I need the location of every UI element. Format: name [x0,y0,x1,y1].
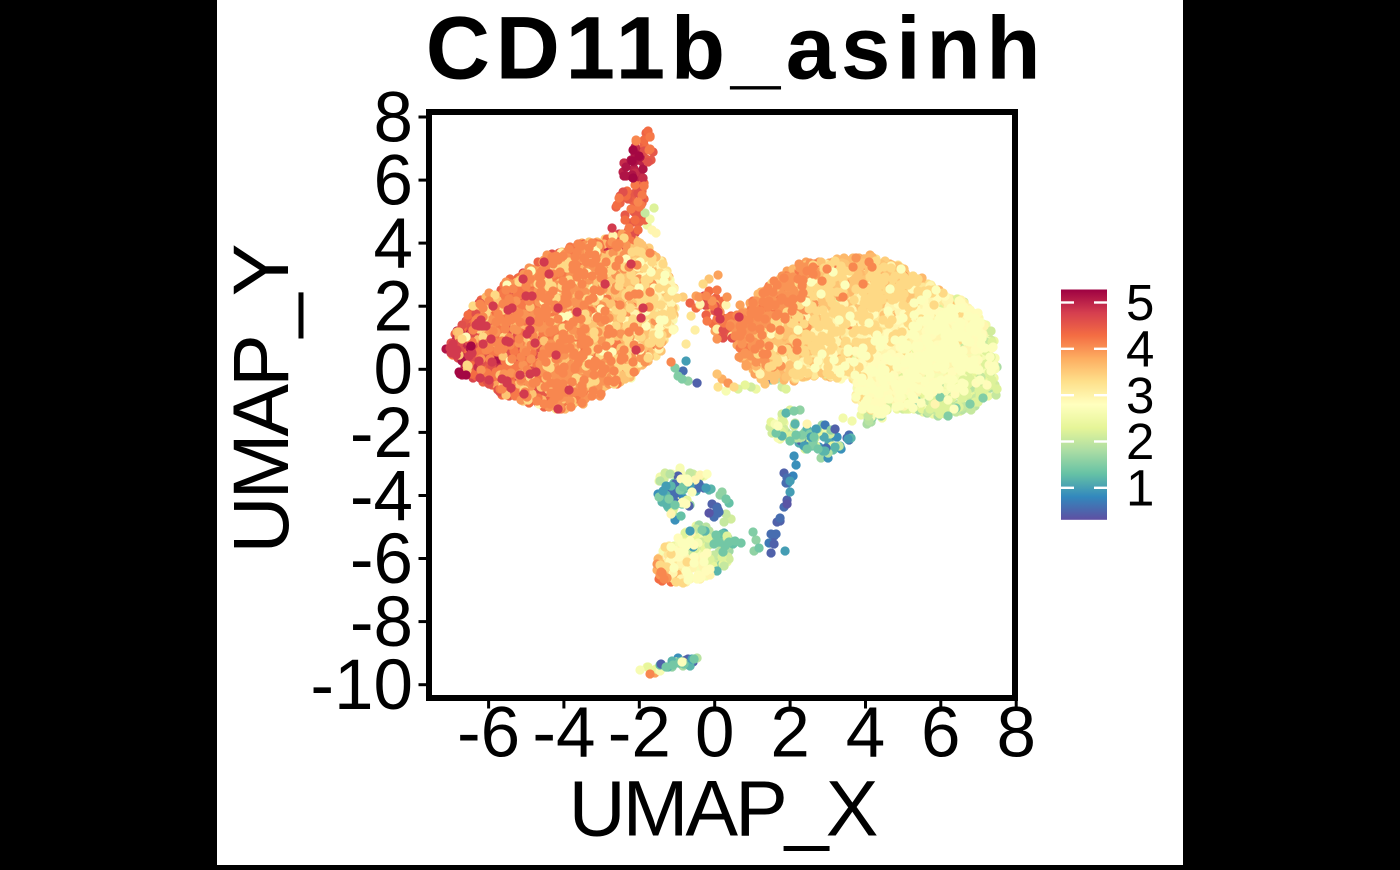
svg-text:4: 4 [1126,320,1154,377]
svg-text:-4: -4 [532,694,595,773]
svg-text:UMAP_X: UMAP_X [569,763,878,852]
svg-text:6: 6 [921,694,961,773]
svg-text:-4: -4 [350,457,413,536]
svg-text:-2: -2 [608,694,671,773]
svg-text:5: 5 [1126,274,1154,331]
svg-text:3: 3 [1126,367,1154,424]
svg-text:2: 2 [770,694,810,773]
svg-text:6: 6 [374,142,414,221]
svg-text:8: 8 [374,78,414,157]
svg-text:-8: -8 [350,583,413,662]
svg-text:-2: -2 [350,394,413,473]
svg-text:-10: -10 [310,646,413,725]
svg-text:UMAP_Y: UMAP_Y [216,245,305,553]
svg-text:-6: -6 [350,520,413,599]
svg-text:4: 4 [846,694,886,773]
svg-text:0: 0 [695,694,735,773]
svg-text:8: 8 [996,694,1036,773]
svg-text:0: 0 [374,331,414,410]
svg-text:1: 1 [1126,459,1154,516]
svg-text:4: 4 [374,205,414,284]
svg-text:-6: -6 [457,694,520,773]
svg-text:2: 2 [1126,413,1154,470]
svg-text:2: 2 [374,268,414,347]
svg-text:CD11b_asinh: CD11b_asinh [426,0,1047,97]
